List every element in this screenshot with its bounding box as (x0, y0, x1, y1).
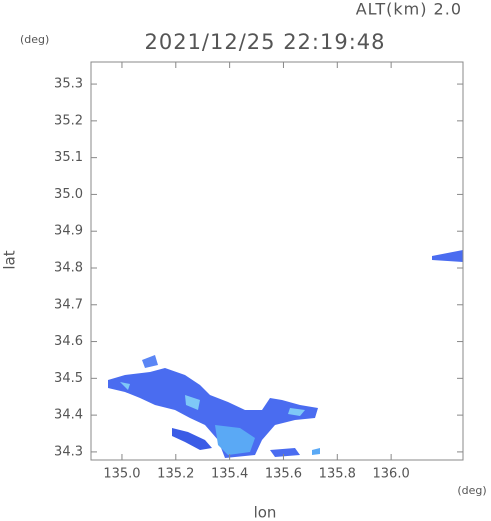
y-tick-label: 34.4 (54, 408, 83, 423)
chart-title: 2021/12/25 22:19:48 (144, 30, 385, 54)
radar-echo (432, 250, 463, 262)
y-tick-label: 34.9 (54, 224, 83, 239)
x-tick-label: 135.0 (103, 467, 140, 482)
x-tick-label: 135.6 (265, 467, 302, 482)
y-tick-label: 35.2 (54, 113, 83, 128)
y-axis-label: lat (1, 250, 19, 269)
radar-echo (215, 425, 255, 455)
subtitle: ALT(km) 2.0 (356, 0, 462, 19)
y-tick-label: 35.1 (54, 150, 83, 165)
x-tick-label: 135.4 (211, 467, 248, 482)
y-tick-label: 34.5 (54, 371, 83, 386)
radar-echo (108, 368, 318, 458)
plot-frame (90, 61, 464, 461)
y-unit: (deg) (20, 33, 49, 46)
y-tick-label: 35.3 (54, 77, 83, 92)
x-axis-label: lon (254, 504, 277, 521)
radar-echo (270, 448, 300, 457)
y-tick-label: 34.6 (54, 334, 83, 349)
radar-echoes (108, 250, 463, 458)
x-tick-label: 136.0 (373, 467, 410, 482)
x-unit: (deg) (457, 484, 486, 497)
y-tick-label: 34.3 (54, 444, 83, 459)
y-tick-label: 35.0 (54, 187, 83, 202)
radar-echo (172, 428, 212, 450)
y-tick-label: 34.8 (54, 260, 83, 275)
x-tick-label: 135.2 (157, 467, 194, 482)
radar-echo (312, 448, 320, 455)
y-tick-label: 34.7 (54, 297, 83, 312)
radar-echo (142, 355, 158, 368)
x-tick-label: 135.8 (319, 467, 356, 482)
